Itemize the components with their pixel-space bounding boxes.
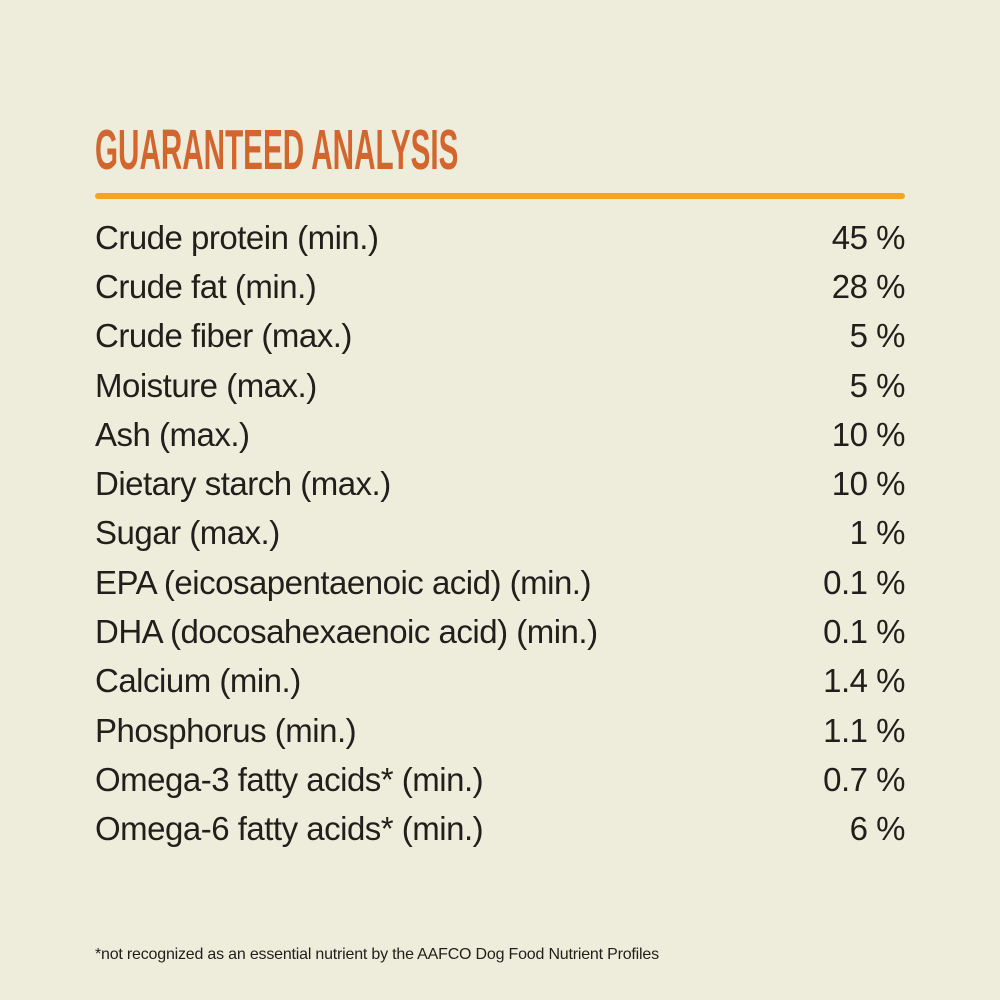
nutrient-value: 0.1 % [823,613,905,651]
table-row: Crude fiber (max.) 5 % [95,312,906,361]
nutrient-label: Crude fat (min.) [95,267,317,305]
analysis-table: Crude protein (min.) 45 % Crude fat (min… [95,213,906,854]
nutrient-label: Crude fiber (max.) [95,317,352,355]
table-row: Dietary starch (max.) 10 % [95,459,906,508]
nutrient-label: Phosphorus (min.) [95,711,357,749]
nutrient-label: EPA (eicosapentaenoic acid) (min.) [95,563,591,601]
nutrient-label: Ash (max.) [95,415,250,453]
nutrient-value: 6 % [849,810,906,848]
nutrient-value: 10 % [831,415,906,453]
nutrient-value: 1.4 % [823,662,905,700]
nutrient-value: 10 % [831,465,906,503]
nutrient-value: 1 % [849,514,906,552]
table-row: Crude protein (min.) 45 % [95,213,906,262]
aafco-footnote: *not recognized as an essential nutrient… [95,946,659,963]
table-row: Omega-6 fatty acids* (min.) 6 % [95,805,906,854]
table-row: Calcium (min.) 1.4 % [95,657,905,706]
nutrient-label: Omega-3 fatty acids* (min.) [95,760,484,798]
nutrient-label: Moisture (max.) [95,366,317,404]
nutrient-label: Sugar (max.) [95,514,280,552]
table-row: Moisture (max.) 5 % [95,361,906,410]
nutrient-label: Dietary starch (max.) [95,465,391,503]
nutrient-label: DHA (docosahexaenoic acid) (min.) [95,613,598,651]
table-row: EPA (eicosapentaenoic acid) (min.) 0.1 % [95,558,905,607]
nutrient-label: Calcium (min.) [95,662,301,700]
page-title: GUARANTEED ANALYSIS [95,118,459,182]
nutrient-label: Omega-6 fatty acids* (min.) [95,810,484,848]
nutrient-value: 0.7 % [823,760,905,798]
table-row: Omega-3 fatty acids* (min.) 0.7 % [95,755,905,804]
table-row: Sugar (max.) 1 % [95,509,906,558]
heading-underline [95,193,905,199]
nutrient-value: 5 % [849,317,906,355]
table-row: Crude fat (min.) 28 % [95,262,906,311]
nutrient-value: 5 % [849,366,906,404]
table-row: Ash (max.) 10 % [95,410,906,459]
table-row: Phosphorus (min.) 1.1 % [95,706,905,755]
nutrient-value: 0.1 % [823,563,905,601]
nutrient-value: 28 % [831,267,906,305]
nutrient-label: Crude protein (min.) [95,218,379,256]
table-row: DHA (docosahexaenoic acid) (min.) 0.1 % [95,607,905,656]
nutrient-value: 45 % [831,218,906,256]
nutrient-value: 1.1 % [823,711,905,749]
